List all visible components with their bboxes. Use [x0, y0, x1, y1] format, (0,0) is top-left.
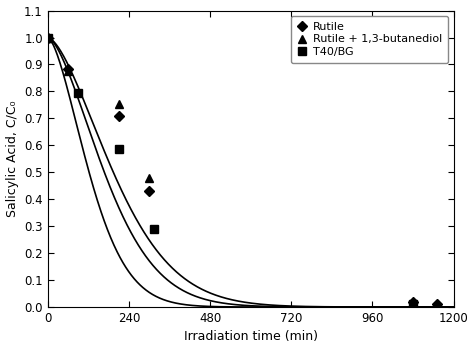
X-axis label: Irradiation time (min): Irradiation time (min): [183, 331, 318, 343]
T40/BG: [410, 302, 416, 306]
Rutile: [410, 299, 416, 304]
Rutile + 1,3-butanediol: [434, 302, 439, 306]
Rutile + 1,3-butanediol: [146, 176, 152, 180]
Line: Rutile: Rutile: [44, 34, 440, 308]
Y-axis label: Salicylic Acid, C/C₀: Salicylic Acid, C/C₀: [6, 101, 18, 217]
T40/BG: [151, 227, 157, 231]
Line: Rutile + 1,3-butanediol: Rutile + 1,3-butanediol: [44, 34, 441, 309]
Rutile: [146, 189, 152, 193]
T40/BG: [45, 35, 51, 39]
Rutile + 1,3-butanediol: [116, 102, 122, 106]
Rutile: [116, 113, 122, 118]
Rutile: [434, 302, 439, 306]
Rutile: [45, 35, 51, 39]
T40/BG: [116, 147, 122, 151]
Rutile + 1,3-butanediol: [65, 69, 71, 73]
Legend: Rutile, Rutile + 1,3-butanediol, T40/BG: Rutile, Rutile + 1,3-butanediol, T40/BG: [291, 16, 448, 63]
Rutile: [65, 66, 71, 70]
Rutile + 1,3-butanediol: [45, 35, 51, 39]
Rutile + 1,3-butanediol: [410, 301, 416, 305]
Line: T40/BG: T40/BG: [44, 34, 417, 309]
T40/BG: [75, 91, 81, 95]
